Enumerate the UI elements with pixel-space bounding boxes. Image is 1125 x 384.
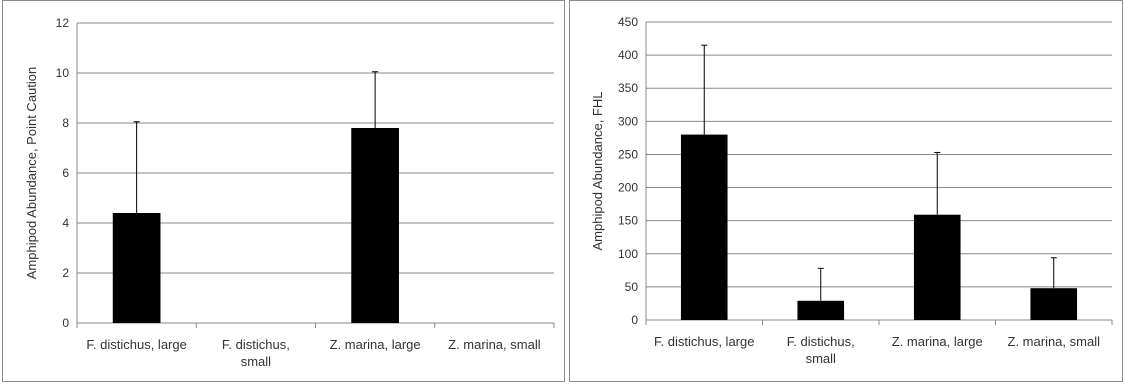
y-tick-label: 400 [618, 48, 638, 62]
x-tick-label: Z. marina, large [892, 334, 983, 349]
bar [680, 134, 728, 320]
y-tick-label: 2 [62, 266, 69, 280]
y-tick-label: 300 [618, 114, 638, 128]
x-tick-label: F. distichus, [222, 337, 290, 352]
bar-chart-fhl: 0 50 100 150 200 250 300 350 400 450 Amphipod Abun… [590, 15, 1113, 366]
bar [351, 128, 399, 323]
y-tick-label: 0 [631, 313, 638, 327]
y-tick-label: 200 [618, 181, 638, 195]
x-tick-label: Z. marina, small [448, 337, 541, 352]
y-tick-label: 350 [618, 81, 638, 95]
y-tick-label: 150 [618, 214, 638, 228]
y-tick-label: 100 [618, 247, 638, 261]
x-tick-label: F. distichus, large [654, 334, 754, 349]
chart-panel-left: 0 2 4 6 8 10 12 Amphipod Abundance, Point Cauti… [2, 0, 565, 382]
bar [112, 213, 161, 323]
bar [1030, 288, 1078, 320]
y-tick-label: 6 [62, 166, 69, 180]
bar [797, 300, 845, 320]
bar-chart-point-caution: 0 2 4 6 8 10 12 Amphipod Abundance, Point Cauti… [24, 16, 555, 369]
y-tick-label: 10 [56, 66, 70, 80]
y-tick-label: 50 [625, 280, 639, 294]
x-tick-label: small [806, 351, 836, 366]
y-axis-label: Amphipod Abundance, Point Caution [24, 67, 39, 280]
x-tick-label: small [241, 354, 271, 369]
x-tick-label: F. distichus, [787, 334, 855, 349]
y-axis-label: Amphipod Abundance, FHL [590, 92, 605, 251]
y-tick-label: 450 [618, 15, 638, 29]
y-tick-label: 4 [62, 216, 69, 230]
y-tick-label: 0 [62, 316, 69, 330]
chart-panel-right: 0 50 100 150 200 250 300 350 400 450 Amphipod Abun… [569, 0, 1123, 382]
y-tick-label: 8 [62, 116, 69, 130]
y-tick-label: 12 [56, 16, 70, 30]
x-tick-label: Z. marina, small [1008, 334, 1101, 349]
y-tick-label: 250 [618, 147, 638, 161]
bar [913, 214, 961, 320]
x-tick-label: Z. marina, large [330, 337, 421, 352]
x-tick-label: F. distichus, large [86, 337, 186, 352]
